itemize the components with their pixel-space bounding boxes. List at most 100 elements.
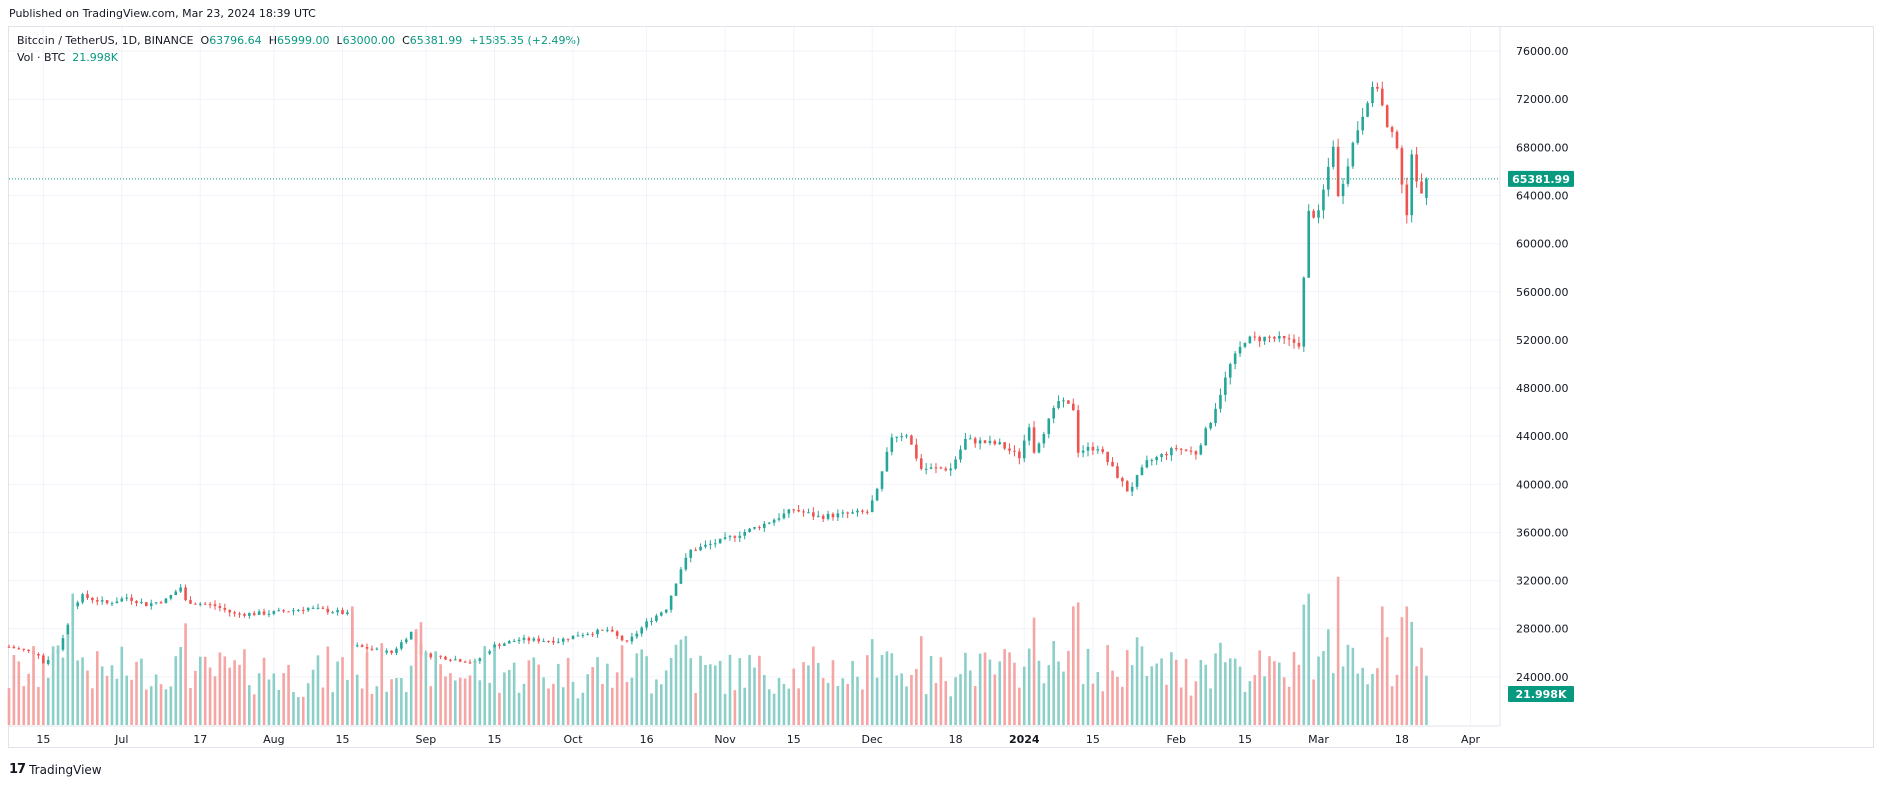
- volume-bar: [194, 670, 197, 725]
- x-tick-label: 15: [336, 733, 350, 746]
- volume-badge-text: 21.998K: [1516, 688, 1567, 701]
- volume-bar: [444, 676, 447, 725]
- candle-body: [1204, 428, 1208, 446]
- volume-bar: [306, 683, 310, 725]
- volume-bar: [900, 673, 903, 725]
- volume-bar: [630, 677, 634, 725]
- volume-bar: [1361, 667, 1364, 725]
- candle-body: [1155, 457, 1158, 461]
- volume-bar: [22, 686, 26, 725]
- volume-bar: [689, 658, 693, 725]
- candle-body: [748, 528, 751, 532]
- candle-body: [856, 510, 859, 513]
- y-tick-label: 68000.00: [1516, 141, 1569, 154]
- volume-bar: [1106, 645, 1109, 725]
- candle-body: [1385, 105, 1389, 128]
- volume-bar: [493, 647, 496, 725]
- candle-body: [767, 522, 771, 524]
- volume-bar: [856, 676, 859, 725]
- candle-body: [404, 639, 408, 643]
- candle-body: [243, 614, 246, 616]
- volume-bar: [1037, 660, 1041, 725]
- volume-bar: [46, 677, 50, 725]
- candle-body: [610, 629, 614, 632]
- volume-bar: [297, 697, 300, 725]
- volume-bar: [311, 669, 315, 725]
- candle-body: [1057, 401, 1060, 408]
- volume-bar: [32, 646, 35, 725]
- volume-bar: [154, 674, 158, 725]
- volume-bar: [1385, 637, 1389, 725]
- candle-body: [37, 654, 40, 656]
- candle-body: [42, 655, 45, 664]
- close-value: 65381.99: [409, 34, 463, 47]
- candle-body: [248, 613, 251, 616]
- volume-label[interactable]: Vol · BTC: [17, 51, 66, 64]
- x-tick-label: Sep: [416, 733, 437, 746]
- volume-bar: [655, 679, 658, 725]
- volume-bar: [404, 692, 408, 725]
- volume-bar: [591, 667, 594, 725]
- candle-body: [1258, 336, 1261, 342]
- volume-bar: [1027, 648, 1031, 725]
- volume-bar: [934, 682, 938, 725]
- volume-bar: [1194, 681, 1198, 725]
- candle-body: [326, 608, 330, 613]
- candle-body: [846, 512, 849, 514]
- volume-bar: [1057, 661, 1060, 725]
- y-tick-label: 48000.00: [1516, 382, 1569, 395]
- candle-body: [154, 602, 158, 604]
- volume-bar: [1277, 662, 1281, 725]
- volume-bar: [910, 674, 913, 725]
- candle-body: [208, 604, 212, 606]
- candle-body: [1106, 451, 1109, 462]
- volume-bar: [954, 677, 957, 725]
- symbol-title[interactable]: Bitcoin / TetherUS, 1D, BINANCE: [17, 34, 194, 47]
- candle-body: [12, 646, 16, 649]
- volume-bar: [336, 661, 339, 725]
- candle-body: [267, 613, 271, 615]
- volume-bar: [292, 691, 295, 725]
- change-value: +1585.35 (+2.49%): [469, 34, 581, 47]
- candle-body: [233, 612, 236, 614]
- candle-body: [454, 659, 457, 661]
- volume-bar: [807, 665, 810, 725]
- volume-bar: [1322, 651, 1325, 725]
- candle-body: [728, 536, 732, 538]
- y-tick-label: 76000.00: [1516, 45, 1569, 58]
- candle-body: [679, 569, 683, 584]
- candle-body: [1302, 277, 1306, 347]
- candle-body: [164, 598, 168, 603]
- candle-body: [346, 612, 349, 615]
- candle-body: [223, 607, 227, 610]
- volume-bar: [1091, 683, 1095, 725]
- candle-body: [758, 527, 761, 529]
- volume-bar: [959, 674, 962, 725]
- candle-body: [576, 635, 580, 637]
- volume-bar: [537, 664, 540, 725]
- candle-body: [1076, 410, 1080, 453]
- volume-bar: [110, 665, 114, 725]
- candle-body: [1209, 423, 1212, 429]
- candle-body: [1415, 154, 1418, 182]
- volume-bar: [743, 687, 746, 725]
- candle-body: [699, 546, 702, 551]
- volume-bar: [635, 653, 639, 725]
- volume-bar: [1140, 646, 1144, 725]
- volume-bar: [1233, 658, 1237, 725]
- volume-bar: [355, 674, 359, 725]
- candle-body: [1145, 460, 1149, 468]
- volume-bar: [223, 656, 227, 725]
- candle-body: [640, 627, 643, 634]
- volume-bar: [400, 678, 403, 725]
- volume-bar: [1346, 644, 1350, 725]
- candle-body: [22, 648, 26, 650]
- candle-body: [566, 638, 570, 640]
- volume-bar: [861, 689, 864, 725]
- candle-body: [76, 602, 79, 607]
- candle-body: [615, 631, 619, 636]
- volume-bar: [978, 653, 982, 725]
- volume-bar: [503, 672, 506, 725]
- candle-body: [7, 646, 11, 648]
